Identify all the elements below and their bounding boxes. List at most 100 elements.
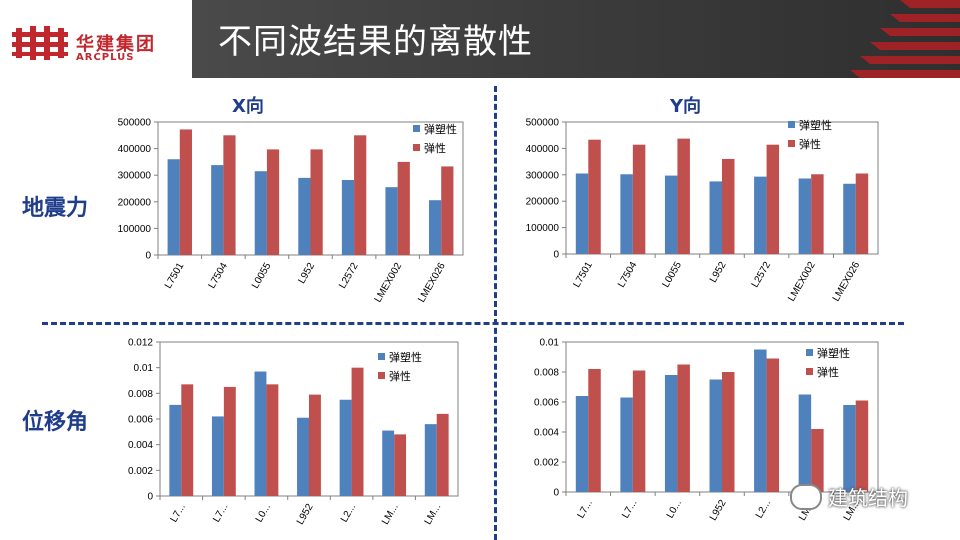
bar-elastic bbox=[632, 144, 646, 254]
bar-elastoplastic bbox=[429, 200, 442, 255]
red-building-graphic bbox=[850, 0, 960, 78]
bar-elastoplastic bbox=[754, 349, 767, 492]
bar-elastic bbox=[181, 384, 194, 496]
legend-label: 弹性 bbox=[424, 141, 446, 155]
y-tick-label: 0.008 bbox=[534, 368, 559, 379]
bar-elastic bbox=[855, 400, 869, 492]
x-tick-label: L952 bbox=[708, 498, 729, 523]
bar-elastoplastic bbox=[798, 394, 812, 492]
x-seismic-force-chart: 0 100000 200000 300000 400000 500000 L7501 L750… bbox=[118, 118, 464, 305]
bar-elastic bbox=[588, 139, 601, 254]
y-tick-label: 0.002 bbox=[534, 458, 559, 469]
bar-elastoplastic bbox=[298, 177, 311, 255]
x-tick-label: L2572 bbox=[337, 261, 361, 291]
x-tick-label: L7... bbox=[211, 502, 230, 524]
arcplus-logo-icon bbox=[12, 26, 68, 60]
legend-swatch bbox=[806, 368, 813, 375]
bar-elastoplastic bbox=[575, 173, 589, 254]
bar-elastoplastic bbox=[169, 404, 182, 496]
legend-label: 弹性 bbox=[389, 369, 411, 383]
bar-elastic bbox=[441, 166, 454, 255]
y-tick-label: 100000 bbox=[526, 223, 560, 234]
bar-elastoplastic bbox=[211, 165, 224, 255]
company-logo: 华建集团 ARCPLUS bbox=[0, 0, 192, 78]
y-tick-label: 200000 bbox=[526, 197, 560, 208]
bar-elastoplastic bbox=[620, 397, 633, 492]
bar-elastoplastic bbox=[297, 417, 309, 496]
y-tick-label: 0.012 bbox=[128, 338, 153, 349]
bar-elastoplastic bbox=[664, 375, 678, 492]
bar-elastic bbox=[179, 129, 192, 255]
bar-elastic bbox=[310, 149, 323, 255]
bar-elastic bbox=[266, 384, 279, 496]
x-tick-label: L7... bbox=[620, 498, 639, 520]
legend-label: 弹塑性 bbox=[817, 346, 850, 360]
x-direction-label: X向 bbox=[232, 96, 264, 117]
x-tick-label: L0... bbox=[665, 498, 684, 520]
bar-elastoplastic bbox=[664, 175, 678, 254]
x-tick-label: LMEX002 bbox=[373, 261, 405, 305]
seismic-force-label: 地震力 bbox=[22, 195, 89, 221]
title-bar bbox=[192, 0, 960, 78]
y-tick-label: 200000 bbox=[118, 197, 152, 208]
legend-swatch bbox=[806, 349, 813, 356]
bar-elastoplastic bbox=[798, 178, 812, 254]
y-tick-label: 500000 bbox=[118, 118, 152, 129]
x-tick-label: LMEX002 bbox=[786, 260, 818, 304]
bar-elastoplastic bbox=[709, 379, 722, 492]
y-tick-label: 0.006 bbox=[128, 415, 153, 426]
y-seismic-force-chart: 0 100000 200000 300000 400000 500000 L7501 L750… bbox=[526, 118, 879, 304]
bar-elastic bbox=[677, 138, 690, 254]
bar-elastoplastic bbox=[211, 416, 224, 496]
y-tick-label: 0 bbox=[553, 250, 559, 261]
bar-elastic bbox=[223, 386, 236, 496]
legend-swatch bbox=[788, 121, 795, 128]
y-displacement-angle-chart: 0 0.002 0.004 0.006 0.008 0.01 L7... L7... L0...… bbox=[534, 338, 879, 523]
x-tick-label: L952 bbox=[708, 260, 729, 285]
y-tick-label: 0.004 bbox=[128, 440, 153, 451]
y-tick-label: 300000 bbox=[118, 171, 152, 182]
legend-label: 弹塑性 bbox=[389, 350, 422, 364]
watermark-text: 建筑结构 bbox=[828, 486, 908, 510]
wechat-icon bbox=[790, 483, 822, 510]
y-tick-label: 400000 bbox=[526, 144, 560, 155]
bar-elastic bbox=[855, 173, 869, 254]
legend-swatch bbox=[378, 372, 385, 379]
x-tick-label: L0... bbox=[254, 502, 273, 524]
horizontal-divider bbox=[42, 322, 904, 325]
bar-elastoplastic bbox=[339, 399, 352, 496]
y-tick-label: 0.008 bbox=[128, 389, 153, 400]
legend-label: 弹性 bbox=[817, 365, 839, 379]
y-tick-label: 100000 bbox=[118, 224, 152, 235]
bar-elastoplastic bbox=[575, 396, 589, 492]
bar-elastic bbox=[309, 394, 321, 496]
x-tick-label: L2... bbox=[339, 502, 358, 524]
bar-elastic bbox=[436, 413, 449, 496]
slide-title: 不同波结果的离散性 bbox=[218, 22, 533, 62]
x-tick-label: L952 bbox=[295, 502, 316, 527]
bar-elastic bbox=[223, 135, 236, 255]
slide-header: 华建集团 ARCPLUS 不同波结果的离散性 bbox=[0, 0, 960, 78]
bar-elastoplastic bbox=[254, 171, 267, 255]
bar-elastic bbox=[811, 429, 824, 492]
vertical-divider bbox=[494, 86, 497, 540]
legend-label: 弹塑性 bbox=[424, 122, 457, 136]
displacement-angle-label: 位移角 bbox=[22, 409, 89, 435]
bar-elastoplastic bbox=[424, 424, 437, 496]
legend-swatch bbox=[413, 125, 420, 132]
bar-elastoplastic bbox=[341, 179, 355, 255]
x-tick-label: L7501 bbox=[571, 260, 595, 290]
logo-english-name: ARCPLUS bbox=[76, 52, 135, 63]
y-tick-label: 0.01 bbox=[540, 338, 560, 349]
bar-elastoplastic bbox=[382, 430, 395, 496]
x-tick-label: L7504 bbox=[207, 261, 231, 291]
bar-elastoplastic bbox=[167, 159, 180, 255]
bar-elastoplastic bbox=[754, 176, 767, 254]
bar-elastic bbox=[766, 358, 780, 492]
bar-elastic bbox=[351, 367, 364, 496]
x-tick-label: L0055 bbox=[250, 261, 274, 291]
y-tick-label: 0 bbox=[553, 488, 559, 499]
bar-elastic bbox=[722, 158, 735, 254]
bar-elastic bbox=[632, 370, 646, 492]
bar-elastic bbox=[588, 369, 601, 492]
